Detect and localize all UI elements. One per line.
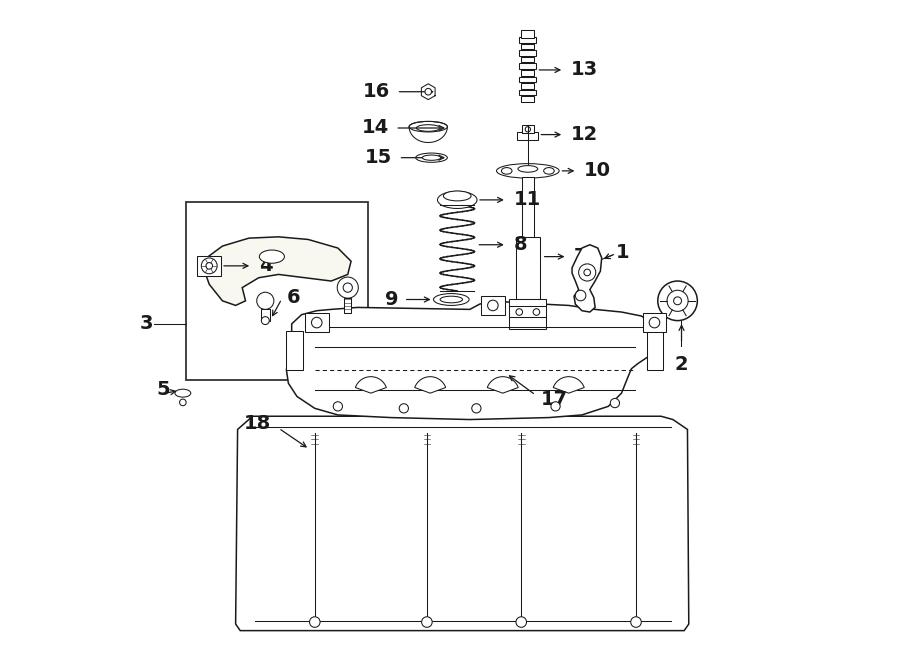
Circle shape — [533, 309, 540, 315]
Circle shape — [649, 317, 660, 328]
Text: 8: 8 — [513, 235, 526, 254]
Text: 9: 9 — [385, 290, 399, 309]
Bar — [521, 70, 535, 75]
Text: 2: 2 — [674, 355, 688, 374]
Text: 11: 11 — [513, 190, 541, 210]
Text: 7: 7 — [574, 247, 588, 266]
Circle shape — [551, 402, 560, 411]
Text: 16: 16 — [363, 82, 390, 101]
Bar — [305, 313, 328, 332]
Text: 5: 5 — [157, 380, 170, 399]
Wedge shape — [554, 377, 584, 393]
Circle shape — [631, 617, 642, 627]
Text: 13: 13 — [571, 60, 598, 79]
Text: 12: 12 — [571, 125, 598, 144]
Wedge shape — [487, 377, 518, 393]
Circle shape — [256, 292, 274, 309]
Circle shape — [202, 258, 217, 274]
Bar — [186, 202, 367, 380]
Circle shape — [472, 404, 481, 413]
Bar — [646, 330, 663, 370]
Text: 4: 4 — [258, 256, 273, 276]
Bar — [521, 44, 535, 49]
Bar — [519, 90, 536, 95]
Bar — [522, 126, 534, 134]
Ellipse shape — [497, 164, 559, 178]
Text: 3: 3 — [140, 315, 153, 333]
Text: 18: 18 — [243, 414, 271, 433]
Circle shape — [261, 317, 269, 325]
Polygon shape — [421, 84, 435, 100]
Ellipse shape — [416, 153, 447, 163]
Bar — [519, 63, 536, 69]
Circle shape — [610, 399, 619, 408]
Bar — [519, 77, 536, 82]
Circle shape — [488, 300, 499, 311]
Ellipse shape — [410, 122, 447, 132]
Text: 1: 1 — [616, 243, 630, 262]
Bar — [521, 97, 535, 102]
Text: 14: 14 — [362, 118, 389, 137]
Circle shape — [526, 127, 530, 132]
Ellipse shape — [444, 191, 471, 201]
Ellipse shape — [501, 168, 512, 174]
Bar — [521, 57, 535, 62]
Text: 10: 10 — [584, 161, 611, 180]
Circle shape — [206, 262, 212, 269]
Ellipse shape — [422, 155, 441, 161]
Ellipse shape — [544, 168, 554, 174]
Wedge shape — [415, 377, 446, 393]
Polygon shape — [410, 127, 447, 143]
Bar — [521, 83, 535, 89]
Circle shape — [584, 269, 590, 276]
Bar — [481, 295, 505, 315]
Ellipse shape — [518, 166, 537, 173]
Text: 17: 17 — [541, 389, 568, 408]
Circle shape — [310, 617, 320, 627]
Polygon shape — [572, 245, 602, 312]
Bar — [261, 309, 270, 321]
Bar — [518, 132, 538, 140]
Circle shape — [516, 309, 523, 315]
Polygon shape — [236, 416, 688, 631]
Circle shape — [673, 297, 681, 305]
Wedge shape — [356, 377, 386, 393]
Ellipse shape — [440, 296, 463, 303]
Bar — [516, 237, 540, 299]
Text: 6: 6 — [287, 288, 301, 307]
Ellipse shape — [434, 293, 469, 305]
Circle shape — [575, 290, 586, 301]
Circle shape — [333, 402, 343, 411]
Bar — [522, 177, 534, 237]
Ellipse shape — [175, 389, 191, 397]
Circle shape — [311, 317, 322, 328]
Text: 15: 15 — [364, 148, 392, 167]
Polygon shape — [286, 301, 658, 420]
Circle shape — [425, 89, 431, 95]
Circle shape — [421, 617, 432, 627]
Circle shape — [579, 264, 596, 281]
Bar — [345, 298, 351, 313]
Circle shape — [338, 277, 358, 298]
Bar — [521, 30, 535, 38]
Bar — [519, 37, 536, 42]
Circle shape — [516, 617, 526, 627]
Polygon shape — [204, 237, 351, 305]
Bar — [643, 313, 666, 332]
Circle shape — [343, 283, 353, 292]
Bar — [286, 330, 303, 370]
Circle shape — [400, 404, 409, 413]
Bar — [197, 256, 221, 276]
Bar — [509, 299, 546, 329]
Ellipse shape — [437, 191, 477, 208]
Bar — [519, 50, 536, 56]
Ellipse shape — [259, 250, 284, 263]
Circle shape — [658, 281, 698, 321]
Ellipse shape — [180, 399, 186, 406]
Circle shape — [667, 290, 688, 311]
